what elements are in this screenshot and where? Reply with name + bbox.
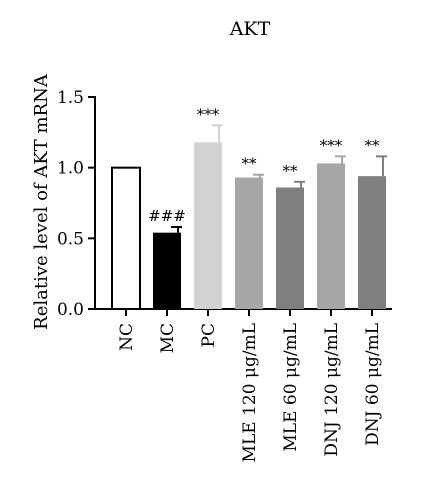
y-tick-label: 1.5 [57, 88, 84, 108]
labels: NC ### MC *** PC ** MLE 120 μg/mL ** MLE 60 μg/m… [117, 105, 383, 462]
category-label: NC [117, 323, 137, 351]
category-label: MLE 120 μg/mL [240, 323, 260, 462]
bar [111, 166, 141, 310]
category-label: DNJ 120 μg/mL [322, 323, 342, 457]
significance-label: ** [242, 155, 258, 173]
chart-title: AKT [229, 18, 271, 40]
significance-label: ### [148, 207, 186, 225]
y-tick-label: 0.0 [57, 300, 84, 320]
category-label: PC [199, 323, 219, 347]
bar [358, 176, 386, 309]
bars [111, 124, 387, 310]
y-tick-label: 1.0 [57, 159, 84, 179]
bar [276, 187, 304, 309]
axes: 0.0 0.5 1.0 1.5 [57, 88, 392, 320]
significance-label: *** [320, 136, 343, 154]
significance-label: *** [197, 105, 220, 123]
category-label: MLE 60 μg/mL [281, 323, 301, 452]
category-label: DNJ 60 μg/mL [363, 323, 383, 446]
significance-label: ** [365, 136, 381, 154]
bar [194, 142, 222, 309]
bar [153, 232, 181, 309]
y-axis-label: Relative level of AKT mRNA [31, 73, 52, 330]
bar [235, 177, 263, 309]
significance-label: ** [283, 162, 299, 180]
bar [317, 163, 345, 309]
y-tick-label: 0.5 [57, 229, 84, 249]
category-label: MC [158, 323, 178, 353]
